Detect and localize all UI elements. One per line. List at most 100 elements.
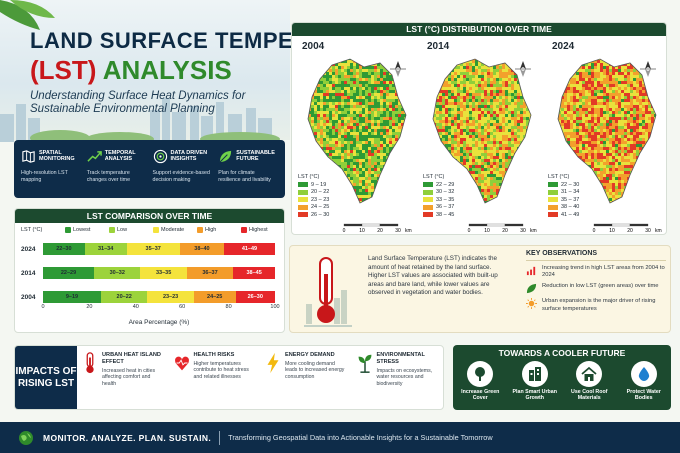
map-legend-item: 33 – 35	[423, 196, 454, 204]
maps-title: LST (°C) DISTRIBUTION OVER TIME	[292, 23, 666, 36]
observation-text: Reduction in low LST (green areas) over …	[542, 283, 659, 290]
map-legend-title: LST (°C)	[298, 174, 320, 180]
impact-title: Environmental Stress	[376, 352, 425, 365]
map-legend-item: 41 – 49	[548, 211, 579, 219]
lst-map	[307, 58, 407, 204]
bar-segment-low: 20–22	[101, 291, 148, 303]
map-year: 2014	[427, 41, 450, 52]
title-lst: (LST)	[30, 55, 97, 85]
future-label: Increase Green Cover	[461, 389, 500, 402]
water-drop-icon	[638, 367, 649, 381]
legend-title: LST (°C)	[21, 227, 43, 233]
svg-text:20: 20	[377, 228, 383, 233]
future-label: Use Cool Roof Materials	[571, 389, 608, 402]
map-legend-item: 36 – 37	[423, 204, 454, 212]
future-item-water-bodies: Protect Water Bodies	[619, 361, 669, 401]
legend-item-lowest: Lowest	[65, 227, 109, 233]
impact-energy-demand: Energy Demand More cooling demand leads t…	[260, 346, 352, 409]
bar-chart-icon	[526, 266, 536, 276]
bar-segment-low: 31–34	[84, 243, 127, 255]
scale-bar: 0 10 20 30 km	[593, 223, 662, 233]
map-legend-item: 9 – 19	[298, 181, 329, 189]
observation-text: Urban expansion is the major driver of r…	[542, 298, 656, 312]
feature-sustainable-future: Sustainable Future Plan for climate resi…	[215, 145, 281, 193]
building-icon	[528, 367, 541, 381]
svg-text:20: 20	[502, 228, 508, 233]
legend-label: Low	[117, 227, 128, 233]
leaf-icon	[526, 284, 537, 294]
map-legend-item: 23 – 23	[298, 196, 329, 204]
map-legend: LST (°C) 9 – 19 20 – 22 23 – 23 24 – 25 26 – …	[298, 174, 329, 219]
comparison-title: LST COMPARISON OVER TIME	[15, 209, 284, 223]
future-label: Protect Water Bodies	[626, 389, 661, 402]
map-legend-item: 26 – 30	[298, 211, 329, 219]
bar-segment-high: 36–37	[186, 267, 234, 279]
x-tick-label: 100	[270, 304, 280, 310]
lst-distribution-panel: LST (°C) DISTRIBUTION OVER TIME 2004 LST…	[291, 22, 667, 235]
key-observations: KEY OBSERVATIONS Increasing trend in hig…	[526, 250, 666, 330]
map-legend-item: 22 – 30	[548, 181, 579, 189]
feature-desc: Plan for climate resilience and livabili…	[218, 170, 271, 183]
legend-item-highest: Highest	[241, 227, 285, 233]
bar-segment-highest: 41–49	[223, 243, 275, 255]
map-legend-item: 31 – 34	[548, 189, 579, 197]
svg-text:0: 0	[343, 228, 346, 233]
feature-temporal-analysis: Temporal Analysis Track temperature chan…	[84, 145, 150, 193]
page-subtitle: Understanding Surface Heat Dynamics for …	[30, 90, 246, 115]
lst-map	[557, 58, 657, 204]
scale-bar: 0 10 20 30 km	[468, 223, 537, 233]
observation-text: Increasing trend in high LST areas from …	[542, 265, 665, 279]
heartbeat-icon	[174, 356, 189, 371]
map-legend-item: 30 – 32	[423, 189, 454, 197]
feature-title: Spatial Monitoring	[39, 149, 75, 163]
map-legend-item: 22 – 29	[423, 181, 454, 189]
feature-desc: High-resolution LST mapping	[21, 170, 68, 183]
comparison-x-axis: 0 20 40 60 80 100	[41, 304, 279, 314]
svg-text:km: km	[405, 228, 412, 233]
observation-item: Reduction in low LST (green areas) over …	[526, 283, 666, 294]
svg-text:30: 30	[395, 228, 401, 233]
future-item-cool-roof: Use Cool Roof Materials	[564, 361, 614, 401]
plant-icon	[358, 354, 371, 373]
city-skyline-illustration	[0, 98, 280, 142]
impact-title: Health Risks	[193, 352, 235, 358]
leaf-icon	[219, 150, 232, 162]
bar-segment-moderate: 23–23	[147, 291, 194, 303]
comparison-x-label: Area Percentage (%)	[128, 319, 190, 326]
map-legend-title: LST (°C)	[423, 174, 445, 180]
feature-desc: Track temperature changes over time	[86, 170, 131, 183]
map-year: 2004	[302, 41, 325, 52]
legend-item-low: Low	[109, 227, 153, 233]
feature-desc: Support evidence-based decision making	[152, 170, 210, 183]
lst-info-box: Land Surface Temperature (LST) indicates…	[289, 245, 671, 333]
impact-desc: Increased heat in cities affecting comfo…	[102, 368, 156, 387]
observation-item: Urban expansion is the major driver of r…	[526, 298, 666, 312]
impact-title: Energy Demand	[285, 352, 335, 358]
comparison-row-2024: 2024 22–30 31–34 35–37 38–40 41–49	[21, 243, 275, 255]
stacked-bar: 22–30 31–34 35–37 38–40 41–49	[43, 243, 275, 255]
legend-label: High	[205, 227, 217, 233]
map-legend-item: 38 – 45	[423, 211, 454, 219]
map-legend-item: 20 – 22	[298, 189, 329, 197]
cooler-future-panel: TOWARDS A COOLER FUTURE Increase Green C…	[453, 345, 671, 410]
bar-segment-low: 30–32	[94, 267, 141, 279]
bar-segment-lowest: 22–30	[43, 243, 85, 255]
x-tick-label: 60	[179, 304, 186, 310]
globe-icon	[19, 430, 33, 445]
legend-label: Highest	[249, 227, 268, 233]
map-panel-2024: 2024 LST (°C) 22 – 30 31 – 34 35 – 37 38 – 4…	[544, 39, 666, 235]
feature-spatial-monitoring: Spatial Monitoring High-resolution LST m…	[18, 145, 84, 193]
observation-item: Increasing trend in high LST areas from …	[526, 265, 666, 279]
impact-health-risks: Health Risks Higher temperatures contribu…	[169, 346, 261, 409]
map-legend-item: 24 – 25	[298, 204, 329, 212]
stacked-bar: 22–29 30–32 33–35 36–37 38–45	[43, 267, 275, 279]
x-tick-label: 80	[225, 304, 232, 310]
key-observations-title: KEY OBSERVATIONS	[526, 250, 666, 261]
comparison-row-2014: 2014 22–29 30–32 33–35 36–37 38–45	[21, 267, 275, 279]
thermometer-icon	[86, 352, 94, 374]
footer-bar: MONITOR. ANALYZE. PLAN. SUSTAIN. Transfo…	[0, 422, 680, 453]
lst-definition-text: Land Surface Temperature (LST) indicates…	[368, 255, 498, 297]
feature-title: Sustainable Future	[236, 149, 275, 163]
page-title-line2: (LST) ANALYSIS	[30, 55, 232, 86]
feature-title: Temporal Analysis	[104, 149, 136, 163]
